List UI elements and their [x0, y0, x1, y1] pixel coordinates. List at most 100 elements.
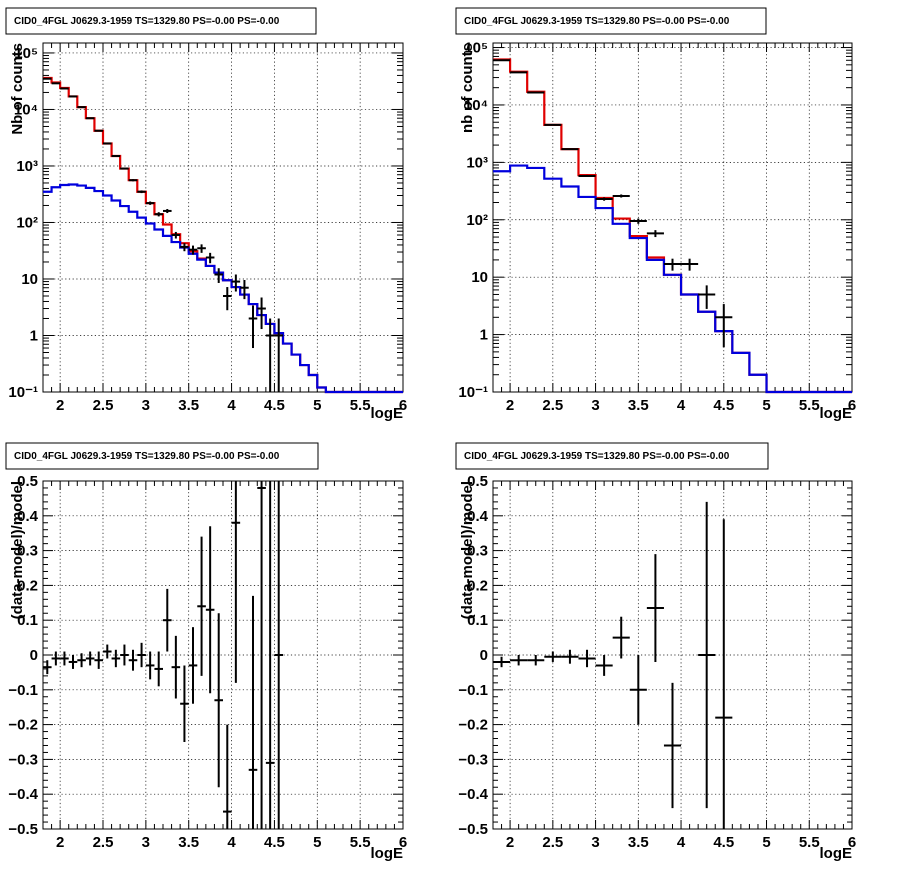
- data-point: [248, 595, 258, 829]
- y-tick-label: −0.4: [458, 786, 488, 803]
- data-point: [171, 635, 181, 699]
- plot-frame: [492, 480, 853, 830]
- data-point: [698, 285, 716, 309]
- y-tick-label: 0: [480, 647, 488, 664]
- data-point: [578, 174, 596, 177]
- data-point: [111, 649, 121, 668]
- model-source-histogram: [493, 164, 852, 394]
- data-points: [493, 59, 733, 348]
- data-point: [663, 258, 682, 271]
- y-tick-label: 0.5: [467, 473, 488, 490]
- data-point: [527, 655, 545, 666]
- y-tick-label: 1: [480, 327, 488, 344]
- y-tick-label: 10: [471, 269, 488, 286]
- data-point: [197, 244, 206, 253]
- x-tick-label: 2.5: [542, 834, 563, 851]
- x-axis-title: logE: [820, 405, 853, 422]
- x-tick-label: 4.5: [264, 397, 285, 414]
- chart-title: CID0_4FGL J0629.3-1959 TS=1329.80 PS=-0.…: [464, 16, 730, 27]
- chart-title-box: [5, 442, 319, 470]
- y-axis-title: nb of counts: [459, 43, 476, 133]
- data-point: [544, 123, 562, 126]
- y-axis-title: (data-model)/model: [9, 481, 26, 619]
- x-axis-title: logE: [371, 845, 404, 862]
- y-tick-label: 0.2: [467, 577, 488, 594]
- y-tick-label: 10³: [466, 154, 488, 171]
- data-point: [231, 274, 241, 292]
- y-tick-label: −0.4: [8, 786, 38, 803]
- y-tick-label: 10⁵: [464, 40, 488, 57]
- data-point: [223, 724, 232, 829]
- data-point: [128, 179, 138, 182]
- data-point: [137, 642, 146, 668]
- plot-frame: [492, 42, 853, 393]
- chart-title-box: [455, 442, 769, 470]
- data-point: [223, 287, 232, 311]
- y-tick-label: 10⁻¹: [458, 384, 488, 401]
- y-tick-label: 0.1: [467, 612, 488, 629]
- data-point: [561, 148, 579, 151]
- plot-frame: [42, 480, 404, 830]
- x-tick-label: 5: [313, 834, 321, 851]
- model-source-histogram: [43, 183, 403, 394]
- x-tick-label: 2: [506, 834, 514, 851]
- x-tick-label: 2.5: [93, 397, 114, 414]
- data-point: [51, 651, 61, 666]
- data-point: [231, 481, 241, 683]
- data-point: [145, 201, 155, 205]
- data-point: [120, 644, 129, 666]
- data-point: [85, 651, 95, 666]
- plot-frame: [42, 42, 404, 393]
- model-total-histogram: [493, 58, 852, 394]
- x-tick-label: 4.5: [713, 397, 734, 414]
- x-axis-title: logE: [820, 845, 853, 862]
- data-point: [578, 649, 596, 668]
- y-tick-label: −0.2: [8, 717, 38, 734]
- data-point: [205, 526, 215, 694]
- y-tick-label: 10²: [466, 212, 488, 229]
- x-tick-label: 3: [591, 834, 599, 851]
- y-tick-label: 0.3: [17, 543, 38, 560]
- data-point: [145, 651, 155, 680]
- data-point: [612, 616, 630, 659]
- data-point: [60, 651, 69, 666]
- chart-panel-3: 2 2.5 3 3.5 4 4.5 5 5.5 6 −0.5 −0.4 −0.3 −0.2 −0.1 0 0.…: [5, 442, 407, 862]
- data-point: [214, 613, 223, 788]
- y-tick-label: 10: [21, 271, 38, 288]
- x-tick-label: 5.5: [799, 834, 820, 851]
- data-point: [154, 651, 163, 687]
- data-point: [180, 665, 189, 742]
- data-point: [103, 644, 112, 659]
- data-point: [111, 155, 121, 158]
- x-tick-label: 4.5: [713, 834, 734, 851]
- y-tick-label: −0.5: [8, 821, 38, 838]
- y-tick-label: −0.5: [458, 821, 488, 838]
- data-point: [68, 655, 78, 669]
- data-point: [715, 519, 733, 829]
- data-point: [544, 651, 562, 662]
- data-point: [510, 655, 528, 666]
- x-tick-label: 2.5: [93, 834, 114, 851]
- data-point: [214, 268, 223, 283]
- data-point: [103, 142, 112, 145]
- x-tick-label: 6: [399, 397, 407, 414]
- data-point: [43, 660, 52, 675]
- data-point: [94, 651, 103, 669]
- data-point: [612, 194, 630, 198]
- data-point: [257, 297, 266, 330]
- data-point: [274, 481, 283, 829]
- x-tick-label: 2: [56, 397, 64, 414]
- x-tick-label: 4: [227, 834, 236, 851]
- x-tick-label: 2: [506, 397, 514, 414]
- x-tick-label: 3.5: [628, 397, 649, 414]
- data-point: [154, 212, 163, 217]
- x-tick-label: 5: [762, 834, 770, 851]
- chart-title: CID0_4FGL J0629.3-1959 TS=1329.80 PS=-0.…: [464, 451, 730, 462]
- y-tick-label: −0.1: [8, 682, 38, 699]
- y-tick-label: 10⁴: [464, 97, 488, 114]
- x-tick-label: 6: [848, 834, 856, 851]
- data-point: [248, 305, 258, 349]
- y-tick-label: 0.3: [467, 543, 488, 560]
- data-point: [629, 218, 647, 224]
